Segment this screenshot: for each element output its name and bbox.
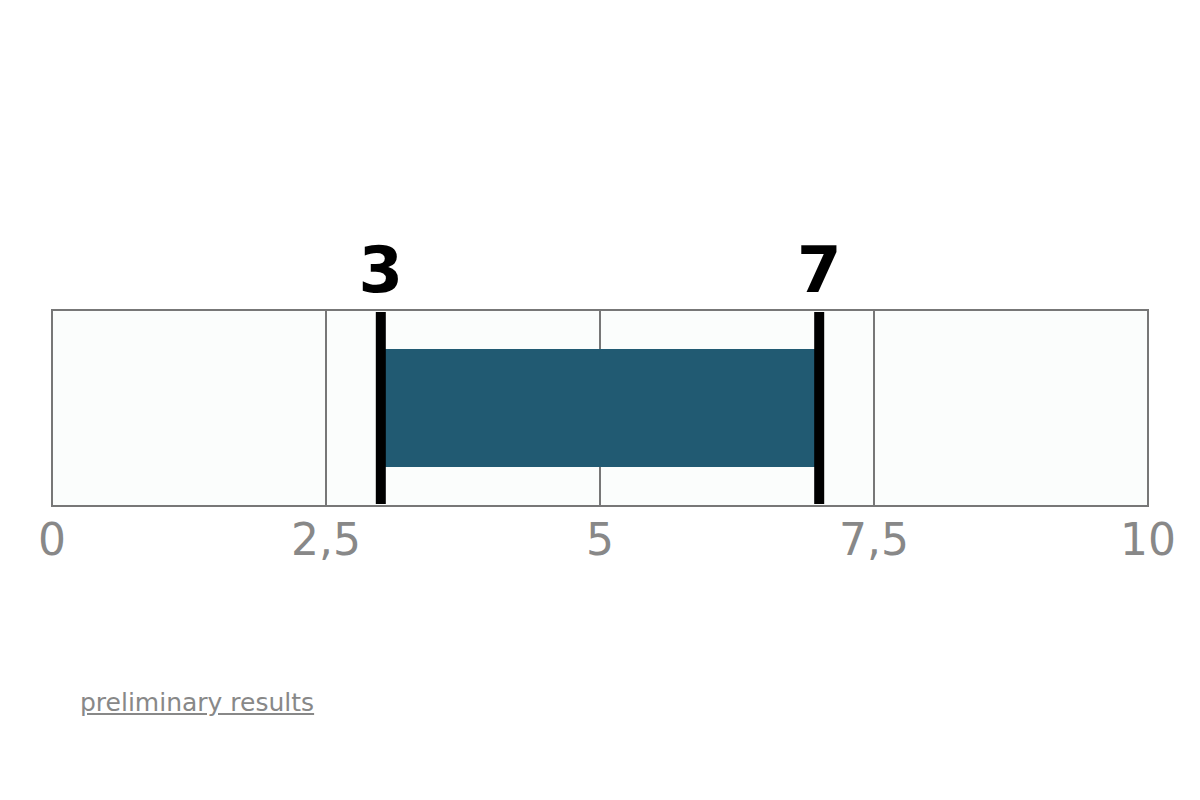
svg-text:3: 3 bbox=[359, 233, 404, 307]
html-text:preliminary results: preliminary results bbox=[80, 688, 315, 717]
svg-text:0: 0 bbox=[38, 514, 66, 565]
svg-text:2,5: 2,5 bbox=[291, 514, 361, 565]
svg-text:10: 10 bbox=[1120, 514, 1176, 565]
svg-text:5: 5 bbox=[586, 514, 614, 565]
svg-text:7: 7 bbox=[797, 233, 842, 307]
svg-text:7,5: 7,5 bbox=[839, 514, 909, 565]
